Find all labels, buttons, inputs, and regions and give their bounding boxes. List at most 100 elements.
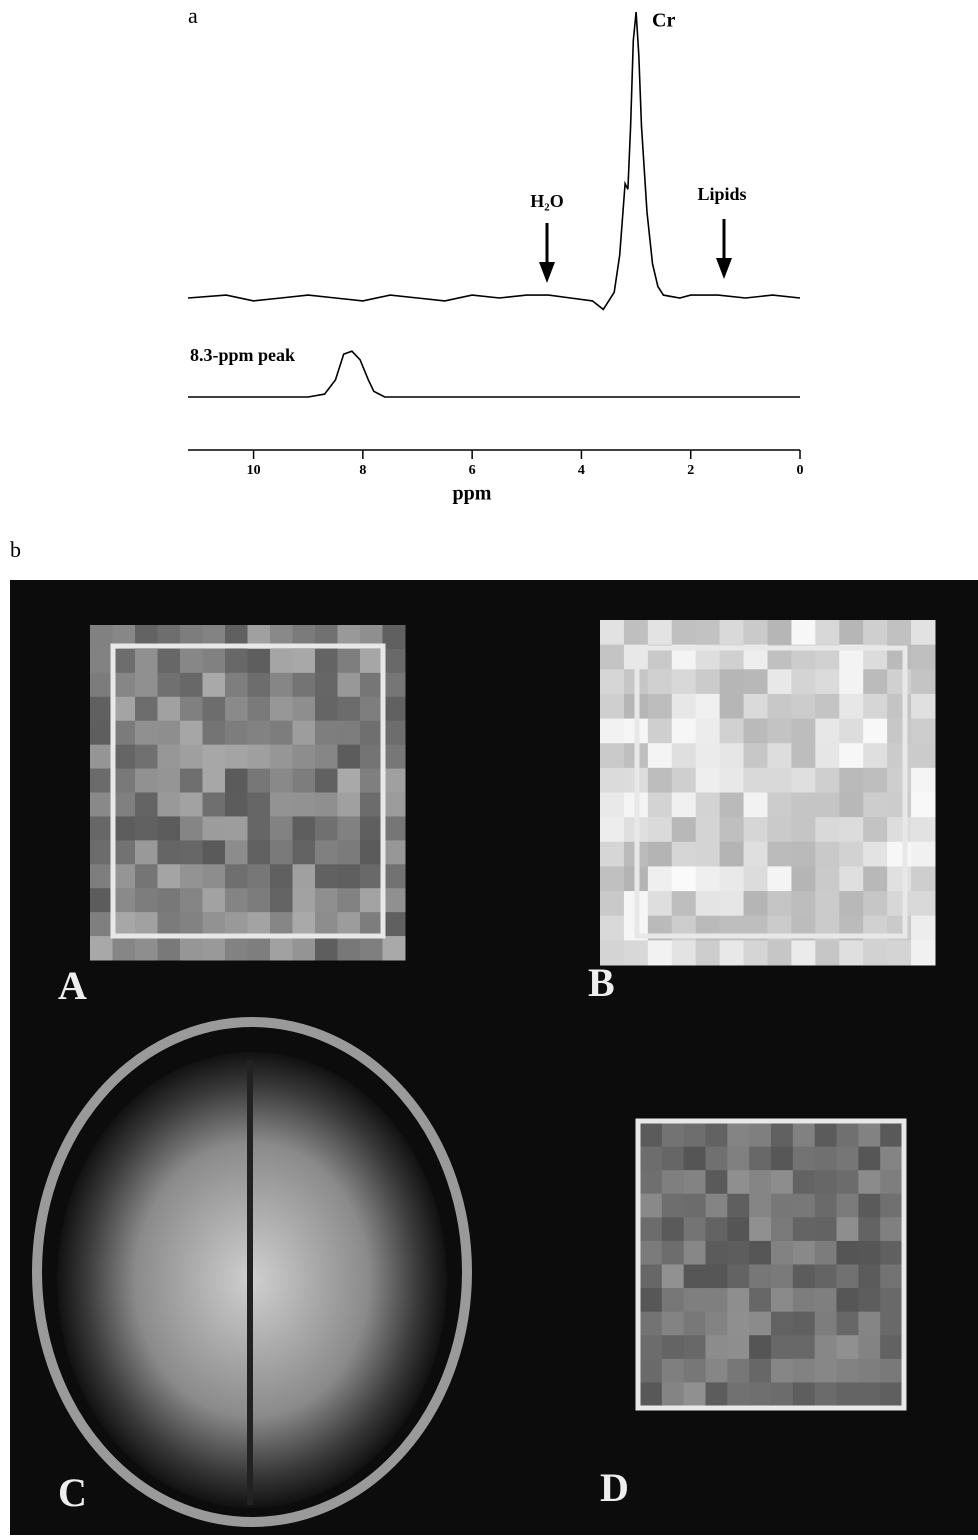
map-pixel: [727, 1146, 750, 1171]
map-pixel: [792, 1240, 816, 1265]
map-pixel: [292, 648, 316, 674]
map-pixel: [719, 940, 745, 966]
map-pixel: [814, 1123, 837, 1148]
map-pixel: [814, 1311, 837, 1336]
map-pixel: [647, 940, 673, 966]
map-pixel: [887, 866, 912, 892]
map-pixel: [360, 792, 383, 817]
map-pixel: [90, 768, 113, 793]
map-pixel: [247, 840, 271, 865]
map-pixel: [683, 1170, 706, 1195]
map-pixel: [705, 1288, 728, 1313]
map-pixel: [683, 1264, 706, 1289]
map-pixel: [270, 768, 293, 793]
map-pixel: [135, 696, 158, 722]
map-pixel: [647, 718, 673, 744]
map-pixel: [647, 817, 673, 843]
map-pixel: [749, 1264, 772, 1289]
map-pixel: [360, 625, 383, 650]
map-pixel: [337, 744, 361, 770]
map-pixel: [727, 1311, 750, 1336]
map-pixel: [863, 792, 888, 818]
map-pixel: [90, 840, 113, 865]
map-pixel: [695, 767, 721, 793]
map-pixel: [640, 1146, 663, 1171]
map-pixel: [225, 816, 248, 841]
map-pixel: [671, 620, 697, 646]
map-pixel: [815, 891, 840, 917]
map-pixel: [705, 1146, 728, 1171]
map-pixel: [247, 720, 271, 746]
map-pixel: [292, 912, 316, 937]
map-pixel: [815, 817, 840, 843]
map-pixel: [814, 1264, 837, 1289]
map-pixel: [839, 817, 864, 843]
map-pixel: [791, 891, 816, 917]
map-pixel: [640, 1335, 663, 1360]
map-pixel: [90, 912, 113, 937]
map-pixel: [858, 1146, 881, 1171]
roi-box: [110, 643, 386, 939]
map-pixel: [836, 1217, 859, 1242]
map-pixel: [247, 672, 271, 698]
map-pixel: [683, 1146, 706, 1171]
map-pixel: [791, 792, 816, 818]
map-pixel: [705, 1311, 728, 1336]
map-pixel: [727, 1240, 750, 1265]
map-pixel: [911, 792, 936, 818]
map-pixel: [600, 817, 625, 843]
map-pixel: [767, 718, 792, 744]
map-pixel: [360, 744, 383, 770]
map-pixel: [337, 840, 361, 865]
map-pixel: [743, 743, 768, 769]
map-pixel: [719, 669, 745, 695]
map-pixel: [112, 792, 136, 817]
map-pixel: [705, 1382, 728, 1407]
map-pixel: [225, 864, 248, 889]
spectrum-line: [188, 350, 800, 398]
map-pixel: [315, 744, 338, 770]
map-pixel: [112, 816, 136, 841]
map-pixel: [719, 792, 745, 818]
map-pixel: [814, 1288, 837, 1313]
map-pixel: [880, 1264, 903, 1289]
annotation: Cr: [652, 10, 675, 32]
map-pixel: [661, 1123, 685, 1148]
map-pixel: [315, 864, 338, 889]
map-pixel: [337, 720, 361, 746]
map-pixel: [202, 768, 226, 793]
map-pixel: [202, 936, 226, 961]
map-pixel: [112, 696, 136, 722]
map-pixel: [863, 767, 888, 793]
map-pixel: [705, 1264, 728, 1289]
map-pixel: [771, 1358, 794, 1383]
map-pixel: [839, 841, 864, 867]
annotation: H₂O: [530, 191, 563, 211]
map-pixel: [270, 912, 293, 937]
map-pixel: [887, 669, 912, 695]
map-pixel: [671, 940, 697, 966]
map-pixel: [839, 866, 864, 892]
map-pixel: [270, 625, 293, 650]
map-pixel: [695, 693, 721, 720]
map-pixel: [792, 1217, 816, 1242]
map-pixel: [157, 816, 181, 841]
map-pixel: [911, 817, 936, 843]
map-pixel: [863, 620, 888, 646]
map-pixel: [90, 888, 113, 913]
map-pixel: [887, 743, 912, 769]
map-pixel: [157, 936, 181, 961]
map-pixel: [671, 866, 697, 892]
map-pixel: [157, 792, 181, 817]
map-pixel: [767, 669, 792, 695]
map-pixel: [180, 625, 203, 650]
map-pixel: [814, 1193, 837, 1218]
map-pixel: [727, 1193, 750, 1218]
map-pixel: [661, 1358, 685, 1383]
map-pixel: [836, 1264, 859, 1289]
map-pixel: [911, 940, 936, 966]
map-pixel: [767, 743, 792, 769]
map-pixel: [911, 693, 936, 720]
map-pixel: [880, 1217, 903, 1242]
